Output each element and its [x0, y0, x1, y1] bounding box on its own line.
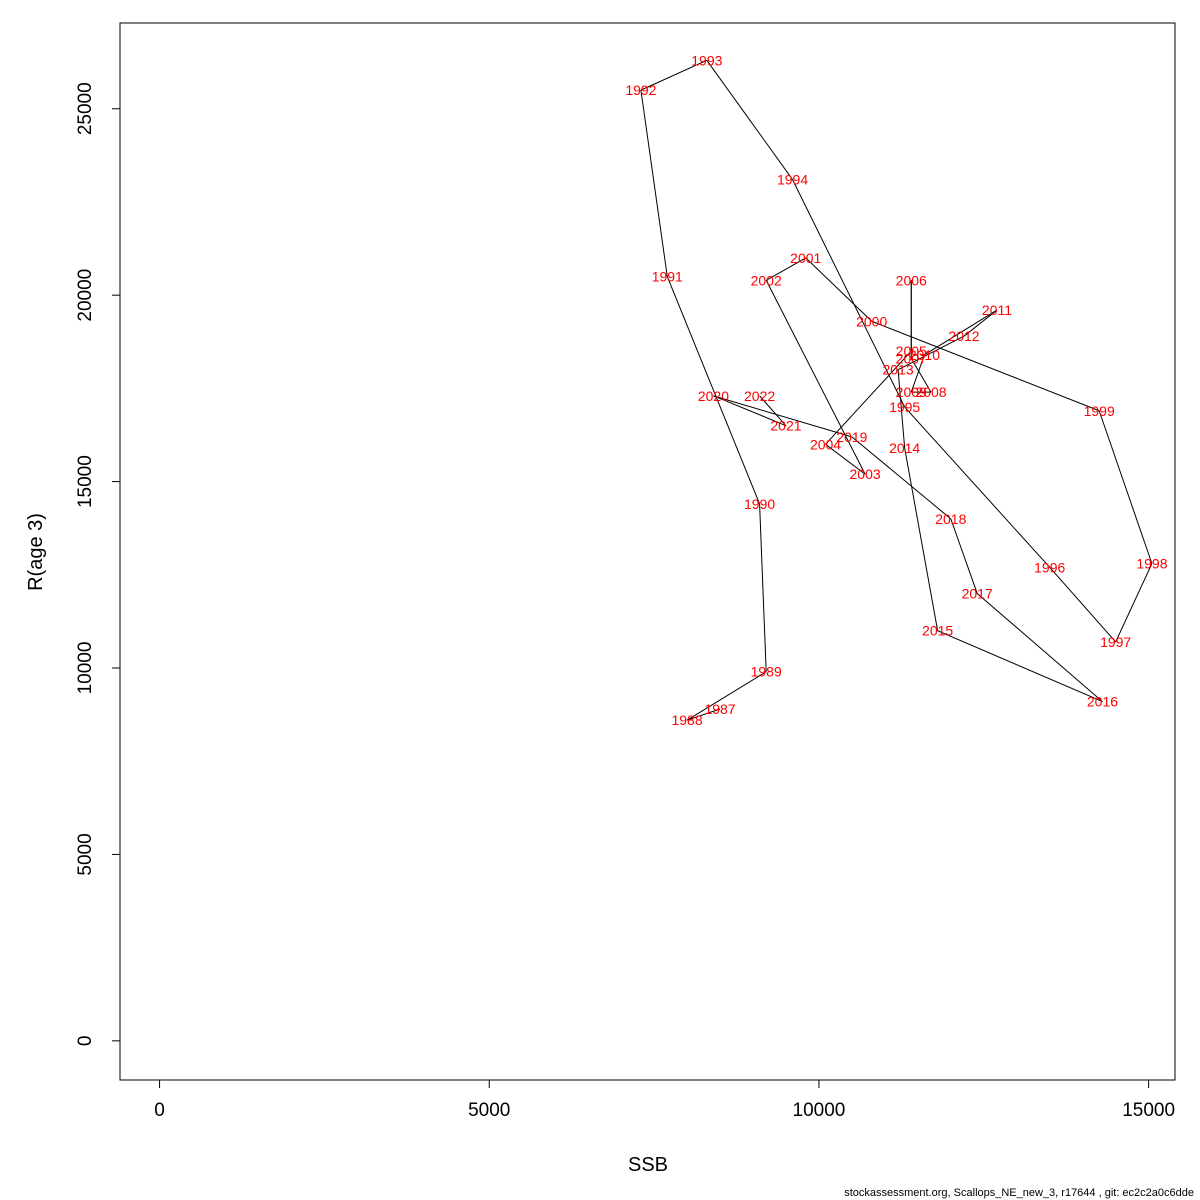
point-label: 1995 [889, 399, 920, 415]
point-label: 2001 [790, 250, 821, 266]
point-label: 2002 [751, 272, 782, 288]
series-segment [805, 257, 873, 322]
series-segment [1049, 567, 1117, 643]
series-segment [910, 358, 932, 393]
point-label: 1999 [1084, 403, 1115, 419]
series-segment [686, 708, 721, 721]
point-label: 2007 [896, 351, 927, 367]
series-segment [759, 395, 787, 426]
series-segment [713, 395, 853, 438]
series-segment [851, 436, 952, 520]
series-segment [825, 350, 912, 445]
point-label: 1993 [691, 52, 722, 68]
series-segment [950, 518, 978, 594]
y-tick-label: 5000 [75, 833, 96, 875]
series-segment [897, 335, 965, 371]
point-label: 2017 [962, 585, 993, 601]
y-tick-label: 20000 [75, 269, 96, 322]
y-tick-label: 10000 [75, 642, 96, 695]
y-tick-label: 0 [75, 1036, 96, 1047]
series-segment [904, 447, 939, 631]
y-axis-title: R(age 3) [25, 513, 47, 591]
series-segment [640, 59, 708, 91]
point-label: 2013 [882, 362, 913, 378]
x-axis-title: SSB [628, 1154, 668, 1176]
plot-frame [119, 22, 1176, 1081]
series-segment [640, 90, 668, 277]
series-segment [924, 309, 998, 356]
series-segment [713, 395, 787, 427]
point-label: 2021 [770, 418, 801, 434]
point-label: 1988 [671, 712, 702, 728]
series-segment [937, 630, 1103, 703]
series-segment [897, 369, 906, 449]
point-label: 2020 [698, 388, 729, 404]
footer-credit: stockassessment.org, Scallops_NE_new_3, … [844, 1187, 1194, 1199]
point-label: 1996 [1034, 559, 1065, 575]
series-segment [825, 443, 866, 475]
point-label: 1990 [744, 496, 775, 512]
point-label: 2011 [982, 302, 1012, 318]
point-label: 2015 [922, 623, 953, 639]
x-tick-label: 5000 [468, 1100, 510, 1121]
y-tick-label: 25000 [75, 82, 96, 135]
series-segment [759, 503, 767, 672]
series-segment [976, 593, 1103, 702]
point-label: 2022 [744, 388, 775, 404]
x-tick-label: 0 [154, 1100, 165, 1121]
point-label: 2009 [896, 384, 927, 400]
point-label: 2004 [810, 436, 841, 452]
series-segment [666, 276, 761, 505]
point-label: 2016 [1087, 694, 1118, 710]
series-segment [706, 59, 793, 180]
point-label: 2000 [856, 313, 887, 329]
y-tick-label: 15000 [75, 455, 96, 508]
point-label: 2003 [850, 466, 881, 482]
point-label: 1997 [1100, 634, 1131, 650]
y-axis: 0 5000 10000 15000 20000 25000 [75, 82, 121, 1047]
point-label: 1989 [751, 664, 782, 680]
x-axis: 0 5000 10000 15000 [154, 1079, 1175, 1121]
series-segment [792, 179, 906, 408]
series-segment [686, 671, 767, 721]
point-label: 2010 [909, 347, 940, 363]
series-segment [963, 309, 998, 337]
x-tick-label: 15000 [1122, 1100, 1175, 1121]
point-label: 1994 [777, 172, 808, 188]
point-label: 1987 [704, 701, 735, 717]
x-tick-label: 10000 [793, 1100, 846, 1121]
point-label: 2012 [948, 328, 979, 344]
point-label: 2018 [935, 511, 966, 527]
series-segment [871, 320, 1100, 412]
point-label: 1991 [652, 269, 683, 285]
series-segment [904, 406, 1051, 568]
point-label: 2006 [896, 272, 927, 288]
point-label: 2005 [896, 343, 927, 359]
point-label: 1998 [1136, 556, 1167, 572]
series-segment [765, 257, 806, 281]
series-segment [1115, 563, 1153, 643]
series-segment [1098, 410, 1153, 564]
series-segment [765, 280, 866, 475]
point-label: 2019 [836, 429, 867, 445]
series-segment [910, 354, 925, 393]
series-line [640, 59, 1153, 721]
point-label: 1992 [625, 82, 656, 98]
point-label: 2014 [889, 440, 920, 456]
point-label: 2008 [915, 384, 946, 400]
